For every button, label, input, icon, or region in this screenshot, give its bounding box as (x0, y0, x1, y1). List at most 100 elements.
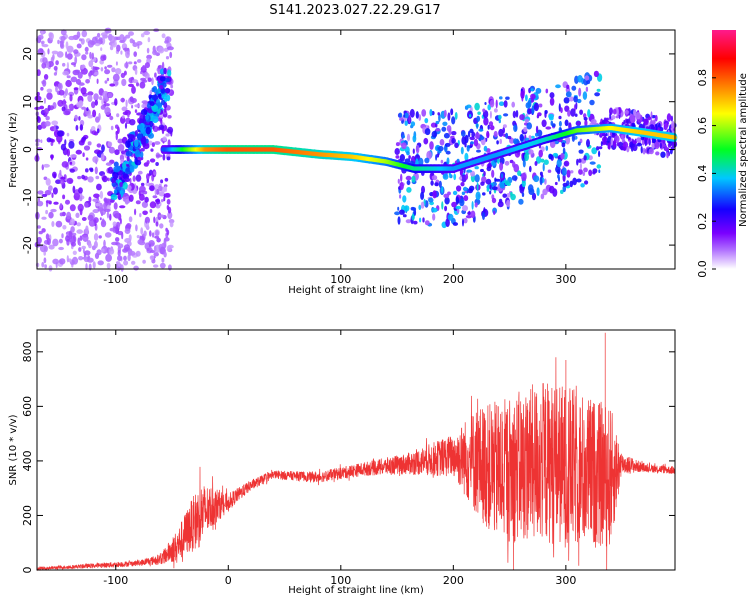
spectrogram-cell (545, 126, 552, 130)
spectrogram-cell (527, 108, 532, 115)
spectrogram-cell (104, 232, 112, 238)
spectrogram-cell (504, 160, 510, 166)
spectrogram-cell (560, 189, 564, 194)
spectrogram-cell (104, 69, 111, 75)
spectrogram-cell (96, 78, 99, 85)
spectrogram-cell (149, 209, 153, 213)
spectrogram-cell (575, 120, 582, 126)
spectrogram-cell (139, 81, 146, 89)
spectrogram-cell (165, 227, 168, 232)
spectrogram-cell (511, 175, 518, 181)
spectrogram-cell (142, 259, 146, 264)
spectrogram-cell (117, 255, 122, 262)
spectrogram-cell (42, 44, 49, 48)
spectrogram-cell (566, 84, 570, 90)
spectrogram-cell (115, 68, 122, 75)
spectrogram-cell (139, 151, 144, 158)
spectrogram-cell (420, 191, 425, 200)
spectrogram-cell (60, 179, 65, 185)
spectrogram-cell (119, 34, 125, 42)
spectrogram-cell (644, 137, 647, 147)
spectrogram-cell (579, 162, 583, 170)
spectrogram-cell (465, 215, 472, 219)
spectrogram-cell (108, 146, 115, 154)
spectrogram-cell (478, 128, 484, 132)
spectrogram-cell (72, 250, 77, 255)
spectrogram-cell (134, 139, 139, 148)
spectrogram-cell (622, 141, 629, 149)
spectrogram-cell (616, 142, 620, 147)
spectrogram-cell (505, 132, 509, 139)
spectrogram-cell (41, 261, 45, 268)
spectrogram-cell (71, 256, 79, 265)
spectrogram-cell (399, 154, 405, 162)
spectrogram-cell (48, 185, 53, 192)
spectrogram-cell (135, 174, 142, 182)
spectrogram-cell (62, 225, 67, 230)
spectrogram-cell (45, 209, 48, 215)
spectrogram-cell (513, 138, 518, 145)
spectrogram-cell (58, 238, 63, 244)
spectrogram-cell (41, 216, 47, 220)
spectrogram-cell (170, 84, 174, 89)
spectrogram-cell (489, 110, 492, 119)
spectrogram-cell (530, 135, 535, 139)
spectrogram-cell (43, 176, 48, 181)
spectrogram-cell (507, 135, 512, 140)
spectrogram-cell (406, 187, 412, 193)
spectrogram-cell (496, 140, 499, 145)
spectrogram-cell (42, 57, 48, 64)
spectrogram-cell (667, 142, 672, 148)
spectrogram-cell (524, 152, 529, 162)
spectrogram-cell (153, 216, 156, 224)
spectrogram-cell (435, 128, 441, 132)
spectrogram-cell (480, 168, 484, 173)
spectrogram-cell (558, 115, 562, 120)
spectrogram-cell (563, 97, 570, 104)
spectrogram-cell (85, 79, 90, 84)
spectrogram-cell (107, 177, 110, 182)
spectrogram-cell (165, 56, 170, 60)
spectrogram-cell (151, 105, 159, 112)
spectrogram-cell (484, 102, 487, 105)
spectrogram-cell (122, 182, 128, 190)
spectrogram-cell (96, 249, 102, 256)
spectrogram-cell (38, 196, 40, 202)
spectrogram-cell (520, 90, 525, 99)
spectrogram-cell (151, 232, 155, 238)
spectrogram-cell (629, 141, 634, 147)
spectrogram-cell (574, 113, 578, 117)
spectrogram-cell (527, 184, 534, 193)
spectrogram-cell (413, 220, 418, 225)
spectrogram-cell (544, 110, 548, 114)
spectrogram-cell (128, 194, 134, 202)
spectrogram-cell (120, 72, 126, 78)
spectrogram-cell (71, 232, 77, 236)
spectrogram-cell (117, 193, 122, 200)
spectrogram-cell (136, 235, 140, 239)
spectrogram-cell (47, 48, 50, 55)
spectrogram-cell (112, 73, 120, 82)
spectrogram-cell (88, 60, 94, 68)
spectrogram-cell (101, 144, 105, 153)
spectrogram-cell (141, 201, 148, 209)
spectrogram-cell (53, 65, 58, 71)
spectrogram-cell (162, 153, 166, 161)
spectrogram-cell (440, 159, 444, 164)
spectrogram-cell (423, 137, 429, 145)
spectrogram-cell (399, 194, 402, 199)
spectrogram-cell (422, 217, 425, 223)
spectrogram-cell (144, 120, 152, 126)
spectrogram-cell (94, 149, 101, 154)
spectrogram-cell (571, 134, 576, 142)
spectrogram-cell (55, 179, 62, 184)
spectrogram-cell (567, 109, 571, 117)
spectrogram-cell (78, 100, 84, 107)
spectrogram-cell (500, 173, 504, 178)
spectrogram-cell (53, 72, 58, 76)
spectrogram-cell (98, 37, 103, 42)
spectrogram-cell (398, 209, 405, 215)
spectrogram-cell (142, 79, 148, 83)
spectrogram-cell (428, 197, 434, 203)
